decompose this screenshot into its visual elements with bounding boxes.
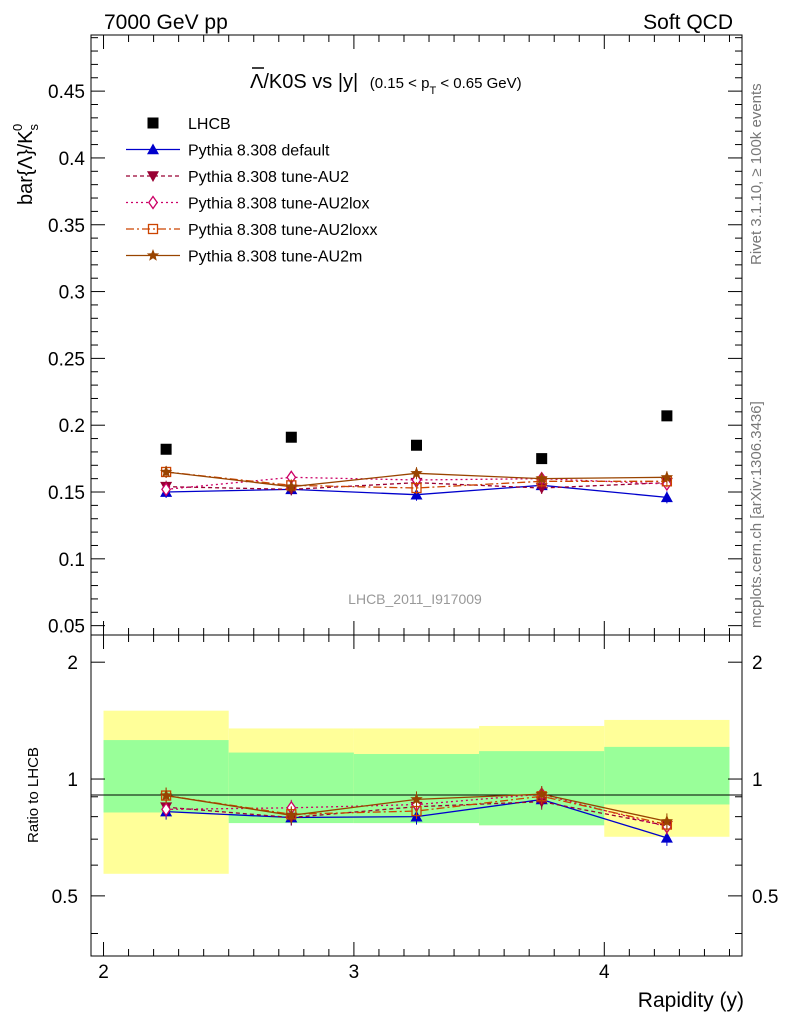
mc-point [159, 465, 173, 478]
ratio-inner-band [604, 746, 730, 805]
ratio-point [660, 831, 673, 843]
data-point [411, 439, 422, 451]
ratio-data-layer [159, 786, 674, 846]
y-tick-label: 0.25 [48, 349, 85, 370]
ratio-tick-label-right: 2 [752, 653, 763, 674]
rivet-credit: Rivet 3.1.10, ≥ 100k events [748, 83, 765, 265]
ratio-point [660, 814, 674, 827]
ratio-point [159, 789, 173, 801]
main-y-axis: 0.05 0.1 0.15 0.2 0.25 0.3 0.35 0.4 0.45 [48, 37, 742, 638]
x-axis-label: Rapidity (y) [638, 989, 744, 1012]
mc-point [535, 472, 548, 484]
x-tick-label: 2 [98, 962, 109, 983]
plot-title-main: Λ/K0S vs |y| [250, 71, 358, 93]
ratio-tick-label: 1 [67, 770, 78, 791]
mc-point [285, 480, 298, 492]
analysis-watermark: LHCB_2011_I917009 [348, 591, 482, 607]
legend-marker [147, 143, 159, 155]
plot-title-cut-end: < 0.65 GeV) [436, 75, 521, 92]
y-tick-label: 0.1 [59, 550, 85, 571]
mc-point [161, 482, 172, 497]
main-data-layer [159, 410, 674, 504]
mc-point [410, 488, 423, 500]
legend-label: LHCB [188, 116, 231, 133]
legend-marker [147, 223, 159, 235]
legend-label: Pythia 8.308 default [188, 143, 330, 160]
legend-label: Pythia 8.308 tune-AU2 [188, 169, 349, 186]
svg-text:Λ/K0S vs |y| (0.15 < pT: Λ/K0S vs |y| (0.15 < pT < 0.65 GeV) [250, 71, 522, 97]
ratio-point [535, 787, 548, 800]
data-point [160, 443, 172, 455]
main-panel: 0.05 0.1 0.15 0.2 0.25 0.3 0.35 0.4 0.45 [48, 34, 743, 638]
legend-marker [148, 195, 158, 210]
plot-title: Λ/K0S vs |y| (0.15 < pT < 0.65 GeV) [250, 67, 522, 97]
mc-point [410, 466, 423, 479]
ratio-tick-label: 0.5 [52, 887, 78, 908]
y-tick-label: 0.4 [59, 149, 86, 170]
header-right: Soft QCD [643, 11, 733, 34]
plot-title-cut-sub: T [429, 85, 436, 97]
ratio-point [285, 808, 298, 821]
mc-point [660, 470, 674, 483]
legend-label: Pythia 8.308 tune-AU2loxx [188, 222, 377, 239]
header-left: 7000 GeV pp [104, 11, 228, 34]
ratio-point [161, 802, 172, 817]
y-axis-label-main: bar{Λ}/K [15, 130, 37, 205]
y-tick-label: 0.3 [59, 283, 85, 304]
y-tick-label: 0.45 [48, 82, 85, 103]
ratio-tick-label-right: 0.5 [752, 887, 778, 908]
ratio-tick-label: 2 [67, 653, 78, 674]
y-tick-label: 0.35 [48, 216, 85, 237]
y-tick-label: 0.05 [48, 617, 85, 638]
y-tick-label: 0.15 [48, 483, 85, 504]
mc-point [660, 491, 673, 503]
ratio-frame [90, 634, 743, 957]
mcplots-credit: mcplots.cern.ch [arXiv:1306.3436] [748, 401, 765, 628]
legend-marker [147, 117, 159, 129]
legend-label: Pythia 8.308 tune-AU2m [188, 249, 362, 266]
svg-text:bar{Λ}/Ks0: bar{Λ}/Ks0 [10, 123, 41, 205]
ratio-panel: 0.5 0.5 1 1 2 2 2 3 4 [52, 35, 778, 983]
legend-marker [147, 171, 159, 182]
x-tick-label: 3 [349, 962, 360, 983]
plot-title-cut: (0.15 < p [370, 75, 430, 92]
mc-point [411, 482, 422, 494]
y-axis-label: bar{Λ}/Ks0 [10, 123, 41, 205]
ratio-tick-label-right: 1 [752, 770, 763, 791]
data-point [285, 431, 297, 443]
data-point [536, 453, 548, 465]
y-tick-label: 0.2 [59, 416, 85, 437]
y-axis-label-sub: s [26, 123, 41, 130]
y-axis-label-sup: 0 [10, 124, 25, 131]
legend-label: Pythia 8.308 tune-AU2lox [188, 196, 369, 213]
legend-marker [146, 249, 160, 261]
legend: LHCB Pythia 8.308 default Pythia 8.308 tun… [126, 116, 377, 266]
x-tick-label: 4 [599, 962, 610, 983]
data-point [661, 410, 673, 422]
ratio-point [410, 792, 423, 805]
x-axis: 2 3 4 [98, 35, 730, 983]
ratio-y-axis: 0.5 0.5 1 1 2 2 [52, 653, 778, 934]
ratio-y-label: Ratio to LHCB [25, 747, 42, 843]
